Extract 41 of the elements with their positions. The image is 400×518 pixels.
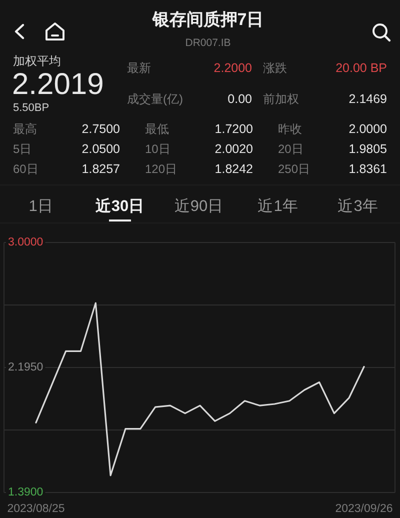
text: 20日 xyxy=(278,142,304,156)
text: 120日 xyxy=(145,162,178,176)
text: 近90日 xyxy=(174,197,224,215)
text: 最高 xyxy=(13,122,37,136)
text: 1日 xyxy=(28,198,54,215)
text: 2.2019 xyxy=(12,68,104,101)
text: 250日 xyxy=(278,162,310,176)
text: 最低 xyxy=(145,122,169,136)
text: 1.9805 xyxy=(348,142,388,156)
text: 2.2000 xyxy=(214,61,252,75)
y-tick-label: 2.1950 xyxy=(8,362,44,374)
text: DR007.IB xyxy=(185,37,231,49)
text: 近1年 xyxy=(258,197,298,215)
text: 20.00 BP xyxy=(336,61,387,75)
text: 前加权 xyxy=(263,92,299,106)
y-tick-label: 1.3900 xyxy=(8,486,44,498)
x-tick-label: 2023/09/26 xyxy=(335,503,393,515)
text: 昨收 xyxy=(278,122,302,136)
text: 最新 xyxy=(127,61,151,75)
text: 1.8242 xyxy=(214,162,254,176)
text: 2.0000 xyxy=(348,122,388,136)
text: 1.8361 xyxy=(348,162,388,176)
text: 2.7500 xyxy=(82,122,120,136)
text: 近30日 xyxy=(94,197,145,215)
text: 60日 xyxy=(13,162,38,176)
text: 近3年 xyxy=(338,197,378,215)
text: 10日 xyxy=(145,142,170,156)
x-tick-label: 2023/08/25 xyxy=(7,503,65,515)
text: 0.00 xyxy=(228,92,252,106)
text: 银存间质押7日 xyxy=(151,10,264,29)
text: 1.7200 xyxy=(214,122,254,136)
y-tick-label: 3.0000 xyxy=(8,236,44,248)
text: 5日 xyxy=(13,142,32,156)
text: 成交量(亿) xyxy=(127,92,183,106)
text: 5.50BP xyxy=(13,102,50,114)
text: 2.0020 xyxy=(214,142,254,156)
text: 涨跌 xyxy=(263,61,287,75)
text: 2.0500 xyxy=(82,142,120,156)
text: 加权平均 xyxy=(13,54,61,68)
text: 2.1469 xyxy=(348,92,388,106)
text: 1.8257 xyxy=(82,162,120,176)
